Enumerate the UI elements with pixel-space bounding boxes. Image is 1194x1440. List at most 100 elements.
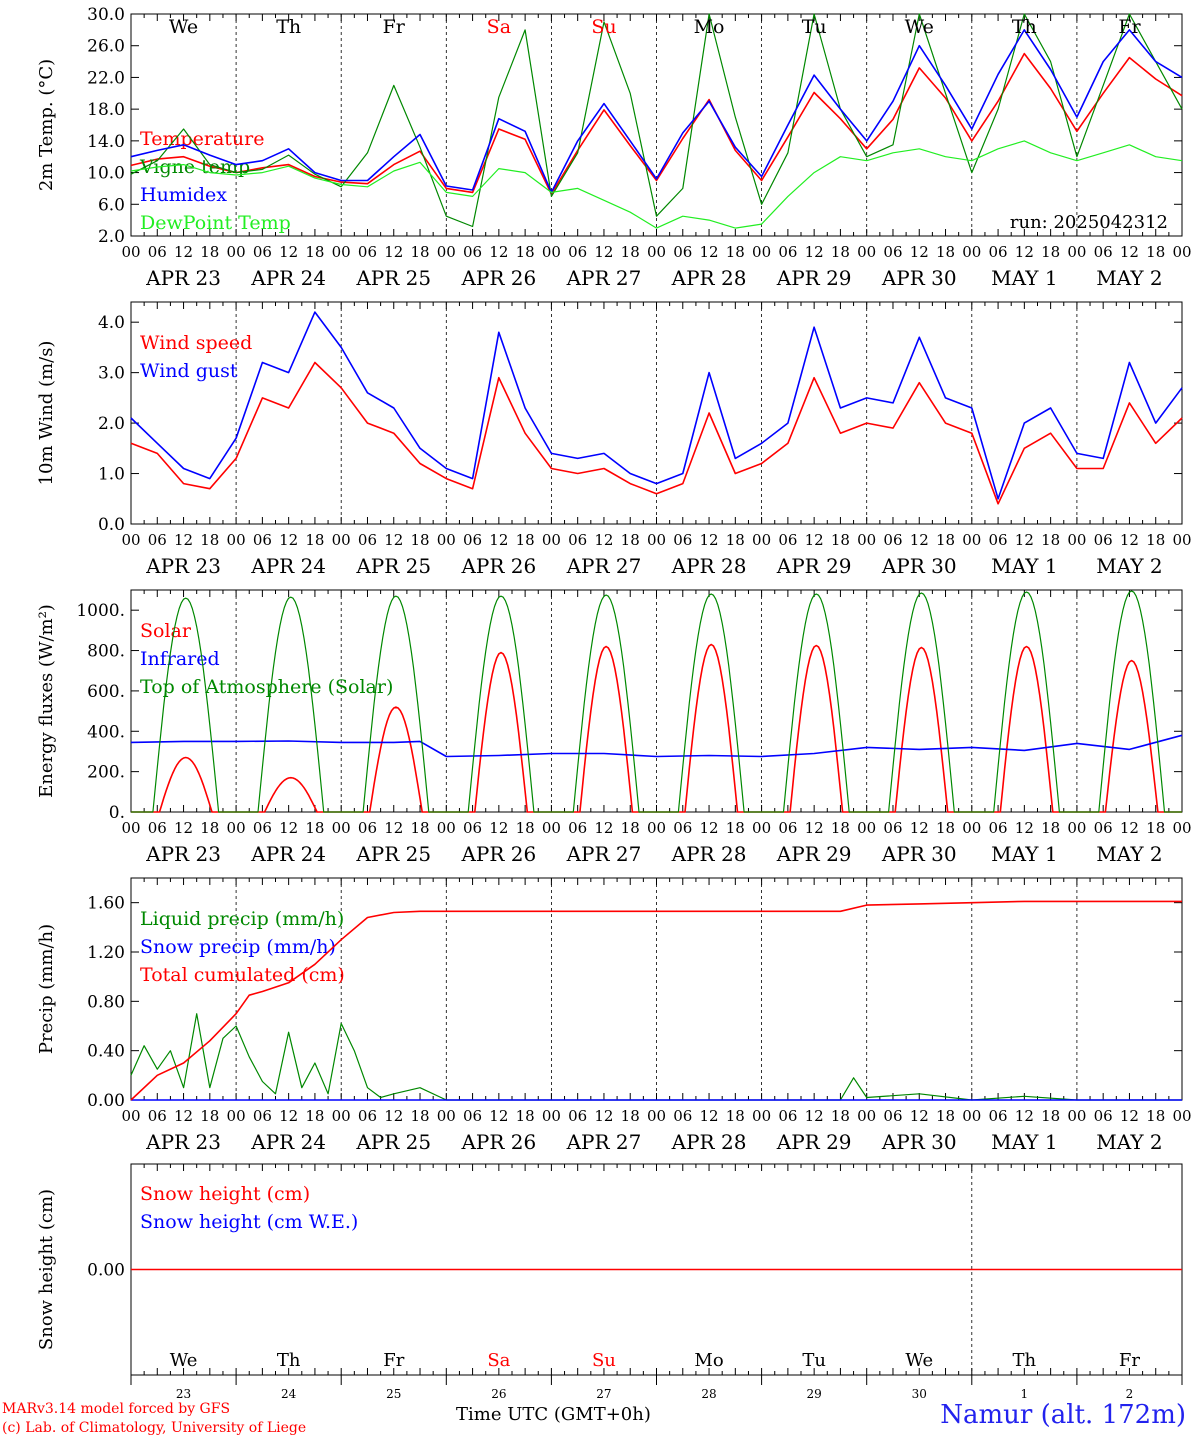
- y-tick-label: 30.0: [87, 5, 125, 25]
- x-hour-label: 12: [910, 819, 929, 837]
- x-hour-label: 12: [594, 243, 613, 261]
- x-hour-label: 06: [883, 243, 902, 261]
- x-hour-label: 12: [489, 1107, 508, 1125]
- y-tick-label: 0.: [109, 803, 125, 823]
- x-date-label: MAY 2: [1096, 266, 1162, 290]
- x-hour-label: 00: [332, 531, 351, 549]
- y-tick-label: 22.0: [87, 68, 125, 88]
- x-hour-label: 06: [463, 819, 482, 837]
- x-hour-label: 18: [305, 243, 324, 261]
- x-hour-label: 06: [148, 243, 167, 261]
- x-date-label: APR 25: [355, 1130, 431, 1154]
- x-hour-label: 18: [1146, 243, 1165, 261]
- x-hour-label: 00: [227, 243, 246, 261]
- x-hour-label: 12: [805, 531, 824, 549]
- x-hour-label: 06: [463, 531, 482, 549]
- day-abbr-top: Th: [276, 16, 301, 38]
- x-hour-label: 00: [647, 1107, 666, 1125]
- day-abbr-bottom: Sa: [487, 1350, 510, 1371]
- y-tick-label: 18.0: [87, 100, 125, 120]
- series-line-humidex: [130, 29, 1183, 194]
- x-hour-label: 00: [121, 819, 140, 837]
- x-hour-label: 06: [989, 819, 1008, 837]
- x-date-label: APR 29: [776, 842, 852, 866]
- x-hour-label: 00: [1067, 819, 1086, 837]
- x-hour-label: 12: [174, 1107, 193, 1125]
- x-hour-label: 06: [1094, 1107, 1113, 1125]
- x-date-label: APR 24: [250, 1130, 326, 1154]
- x-hour-label: 12: [700, 531, 719, 549]
- day-abbr-top: We: [169, 16, 198, 38]
- x-hour-label: 00: [437, 819, 456, 837]
- x-hour-label: 00: [647, 819, 666, 837]
- x-hour-label: 06: [778, 531, 797, 549]
- panel-2: 0.0 1.0 2.0 3.0 4.0 10m Wind (m/s) Wind speed W…: [36, 301, 1192, 578]
- x-date-label: MAY 2: [1096, 1130, 1162, 1154]
- series-line-liquid-precip-mm-h-: [130, 1013, 1182, 1101]
- x-hour-label: 12: [805, 243, 824, 261]
- x-hour-label: 00: [1067, 531, 1086, 549]
- x-hour-label: 00: [1172, 1107, 1191, 1125]
- y-tick-label: 6.0: [98, 195, 125, 215]
- x-hour-label: 00: [962, 819, 981, 837]
- x-hour-label: 12: [1015, 819, 1034, 837]
- day-abbr-top: Su: [591, 16, 616, 38]
- x-hour-label: 18: [1041, 531, 1060, 549]
- x-hour-label: 00: [1067, 243, 1086, 261]
- legend-total-cumulated-cm-: Total cumulated (cm): [140, 964, 345, 986]
- x-hour-label: 00: [332, 243, 351, 261]
- series-line-infrared: [130, 734, 1183, 758]
- x-hour-label: 00: [227, 1107, 246, 1125]
- x-hour-label: 06: [358, 243, 377, 261]
- x-date-label: MAY 1: [991, 266, 1057, 290]
- day-abbr-top: Fr: [1118, 16, 1141, 38]
- legend-dewpoint-temp: DewPoint Temp: [140, 212, 291, 234]
- x-hour-label: 12: [594, 1107, 613, 1125]
- y-tick-label: 1.60: [87, 894, 125, 914]
- x-hour-label: 12: [805, 819, 824, 837]
- x-hour-label: 06: [778, 1107, 797, 1125]
- x-date-label: APR 26: [460, 1130, 536, 1154]
- x-hour-label: 06: [989, 243, 1008, 261]
- day-abbr-bottom: Su: [592, 1350, 616, 1371]
- x-date-label: APR 25: [355, 842, 431, 866]
- x-hour-label: 06: [253, 531, 272, 549]
- series-line-total-cumulated-cm-: [130, 900, 1182, 1101]
- x-date-label: APR 26: [460, 266, 536, 290]
- x-hour-label: 18: [200, 243, 219, 261]
- y-tick-label: 1.0: [98, 465, 125, 485]
- day-number: 2: [1126, 1387, 1134, 1401]
- legend-liquid-precip-mm-h-: Liquid precip (mm/h): [140, 908, 344, 930]
- y-tick-label: 0.00: [87, 1261, 125, 1281]
- day-number: 25: [386, 1387, 401, 1401]
- x-hour-label: 12: [174, 531, 193, 549]
- x-date-label: APR 23: [145, 554, 221, 578]
- x-date-label: APR 23: [145, 842, 221, 866]
- x-hour-label: 00: [1172, 819, 1191, 837]
- day-abbr-top: Th: [1012, 16, 1037, 38]
- model-credit: MARv3.14 model forced by GFS (c) Lab. of…: [2, 1400, 306, 1438]
- x-hour-label: 18: [621, 819, 640, 837]
- x-hour-label: 12: [384, 243, 403, 261]
- x-hour-label: 00: [1067, 1107, 1086, 1125]
- x-hour-label: 12: [594, 531, 613, 549]
- x-hour-label: 12: [279, 531, 298, 549]
- day-number: 28: [701, 1387, 716, 1401]
- x-hour-label: 18: [516, 531, 535, 549]
- x-hour-label: 12: [594, 819, 613, 837]
- x-date-label: APR 25: [355, 266, 431, 290]
- x-hour-label: 18: [831, 243, 850, 261]
- x-date-label: APR 27: [566, 1130, 642, 1154]
- x-hour-label: 00: [227, 819, 246, 837]
- x-hour-label: 06: [358, 819, 377, 837]
- x-date-label: APR 30: [881, 554, 957, 578]
- day-abbr-bottom: Fr: [1119, 1350, 1140, 1371]
- day-abbr-bottom: We: [905, 1350, 933, 1371]
- x-hour-label: 18: [1146, 819, 1165, 837]
- x-date-label: APR 28: [671, 842, 747, 866]
- x-hour-label: 18: [1041, 243, 1060, 261]
- x-date-label: APR 25: [355, 554, 431, 578]
- legend-solar: Solar: [140, 620, 192, 642]
- series-line-temperature: [130, 52, 1183, 195]
- x-hour-label: 18: [936, 531, 955, 549]
